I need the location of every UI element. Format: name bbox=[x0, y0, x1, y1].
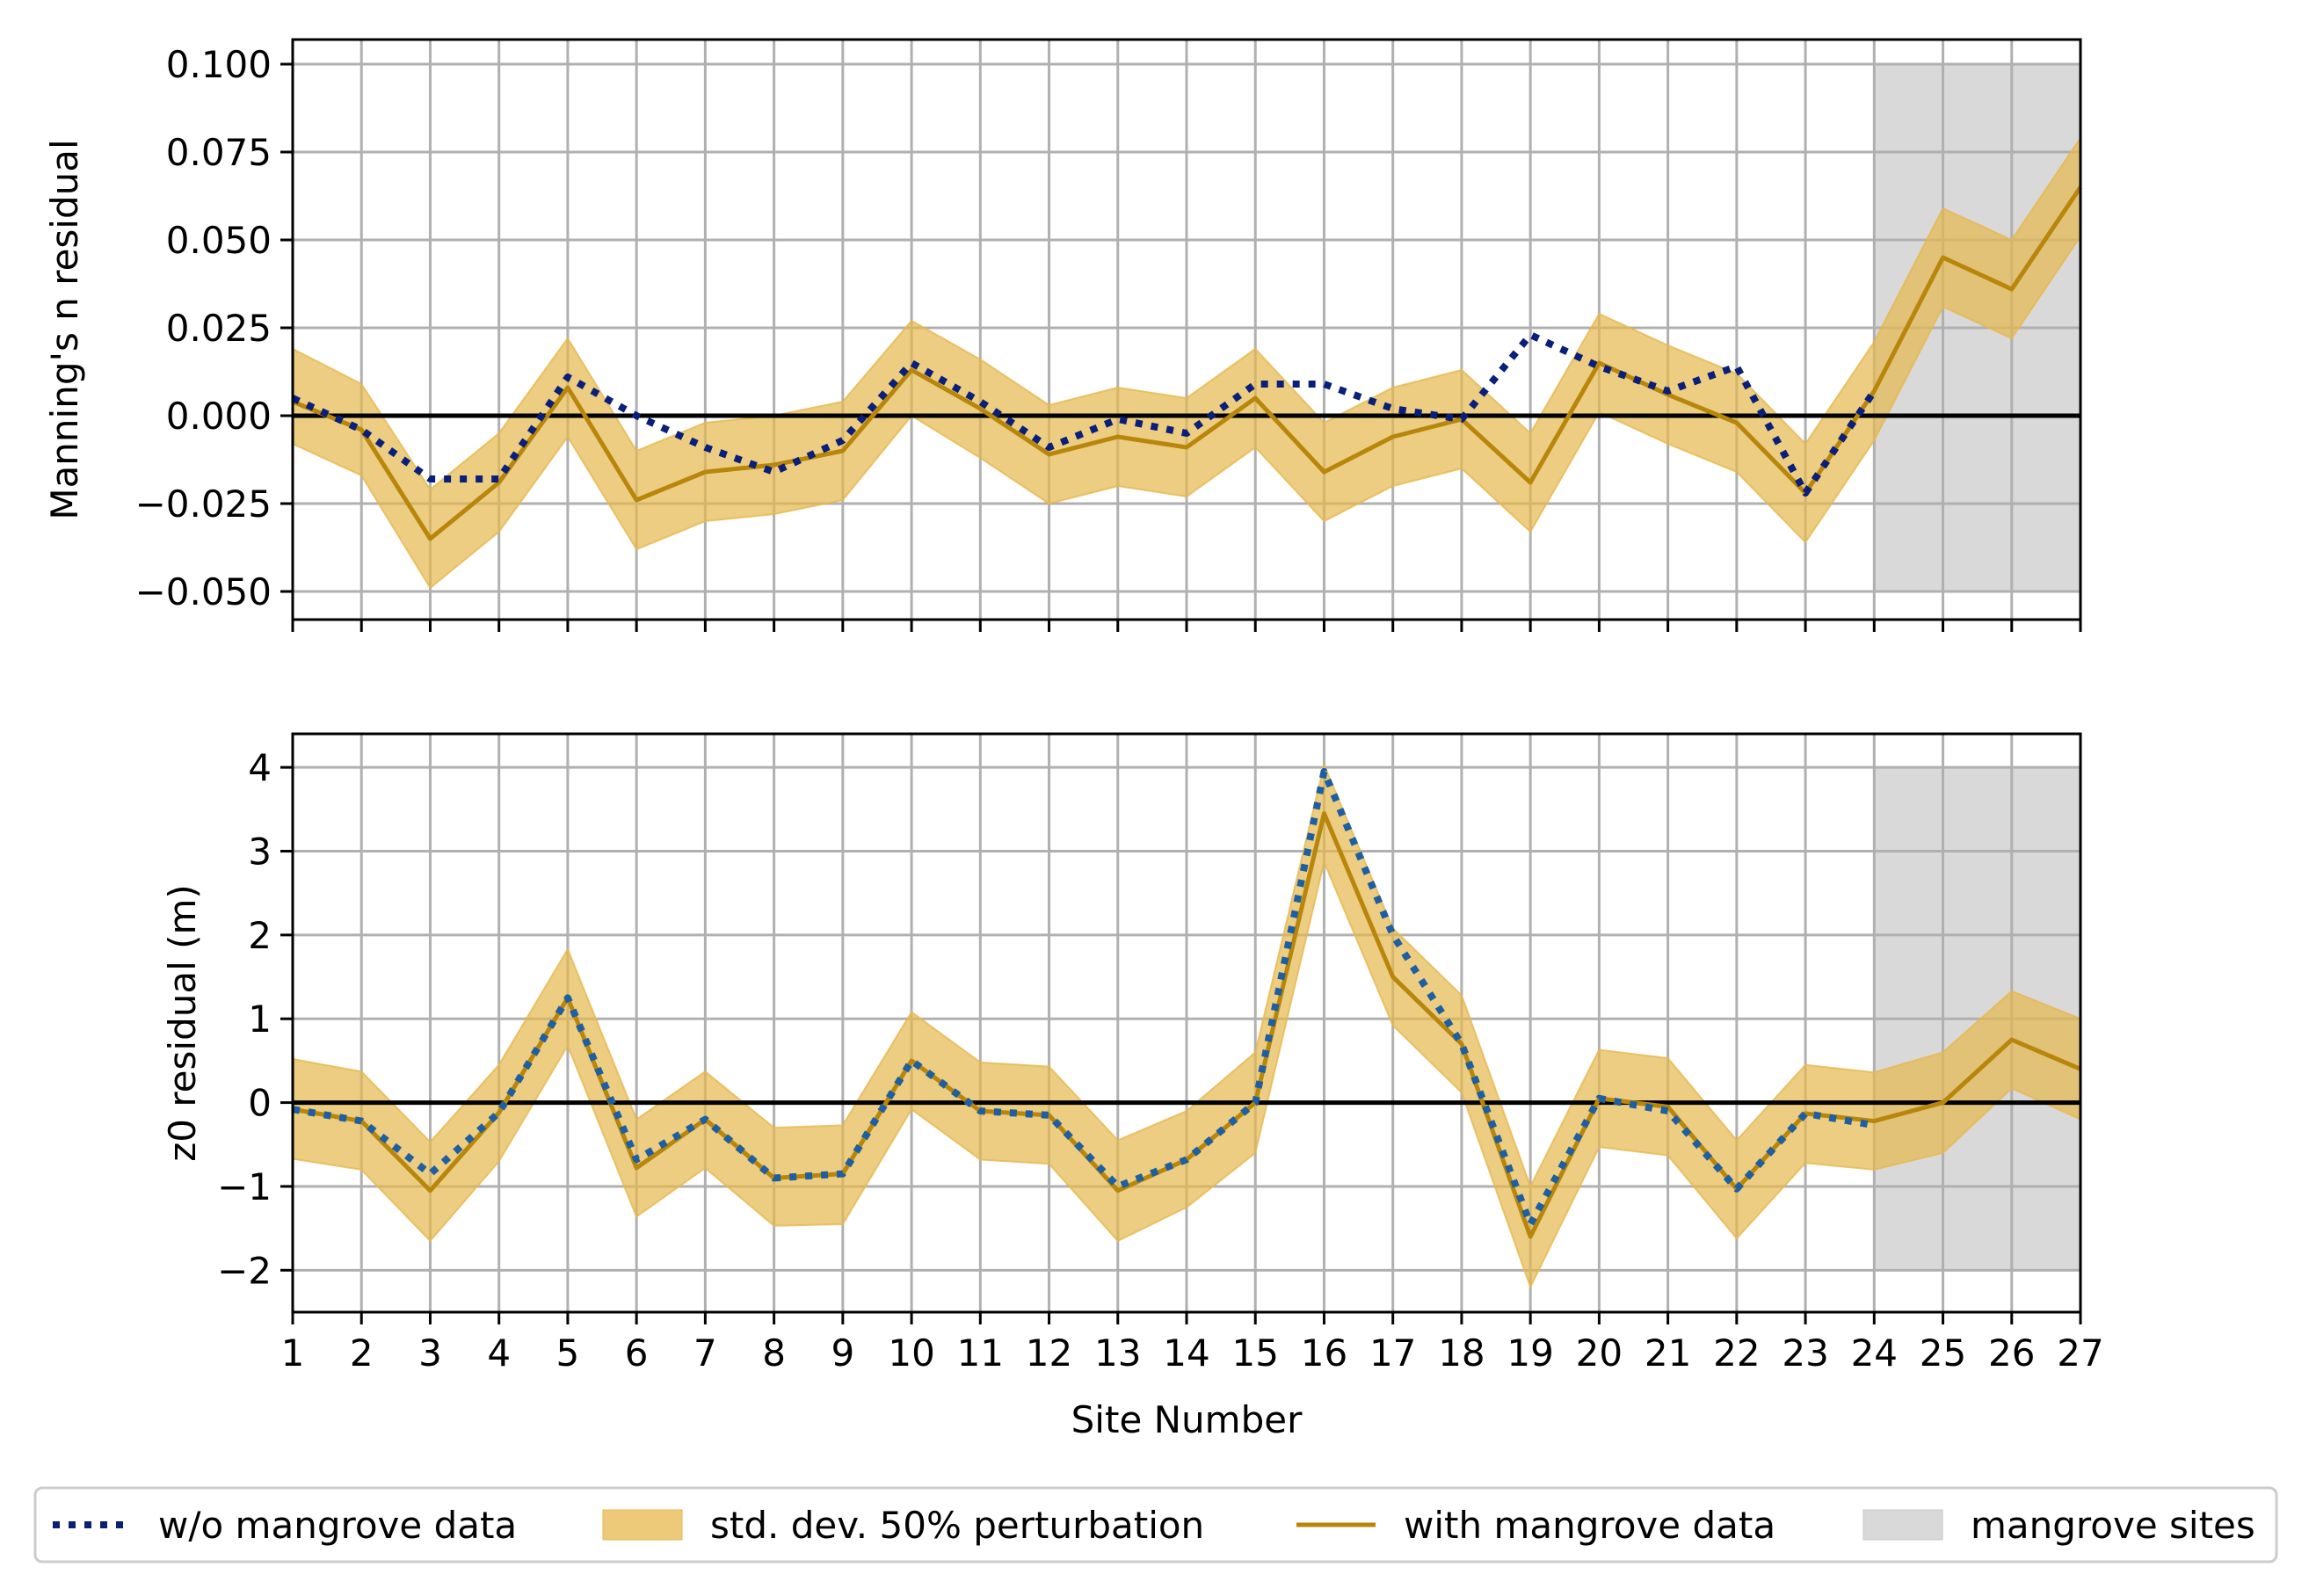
top-y-tick-label: 0.075 bbox=[166, 131, 272, 174]
bottom-x-tick-label: 20 bbox=[1576, 1331, 1623, 1375]
top-y-tick-label: 0.100 bbox=[166, 43, 272, 86]
top-panel-manning-n: −0.050 −0.025 0.000 0.025 0.050 0.075 0.100 bbox=[135, 38, 2083, 632]
bottom-x-tick-label: 2 bbox=[350, 1331, 374, 1375]
bottom-x-tick-label: 24 bbox=[1851, 1331, 1898, 1375]
bottom-x-tick-label: 16 bbox=[1301, 1331, 1347, 1375]
top-y-tick-label: 0.000 bbox=[166, 395, 272, 438]
bottom-x-tick-label: 18 bbox=[1438, 1331, 1485, 1375]
legend-symbol-std-dev bbox=[602, 1509, 683, 1541]
bottom-y-tick-label: 1 bbox=[248, 997, 272, 1041]
legend-frame bbox=[33, 1486, 2278, 1563]
top-y-axis-title: Manning's n residual bbox=[43, 139, 86, 519]
top-y-tick-label: −0.025 bbox=[135, 482, 272, 526]
bottom-x-tick-label: 15 bbox=[1232, 1331, 1279, 1375]
bottom-y-tick-label: 3 bbox=[248, 831, 272, 874]
bottom-x-tick-label: 9 bbox=[831, 1331, 854, 1375]
top-y-tick-label: −0.050 bbox=[135, 570, 272, 613]
bottom-y-tick-label: 2 bbox=[248, 914, 272, 957]
bottom-x-tick-label: 22 bbox=[1713, 1331, 1760, 1375]
bottom-x-tick-label: 17 bbox=[1369, 1331, 1416, 1375]
legend-label-mangrove-sites: mangrove sites bbox=[1971, 1504, 2255, 1547]
bottom-x-tick-label: 5 bbox=[556, 1331, 580, 1375]
top-y-tick-label: 0.025 bbox=[166, 307, 272, 350]
bottom-x-tick-label: 23 bbox=[1782, 1331, 1828, 1375]
legend-symbol-mangrove-sites bbox=[1862, 1509, 1943, 1541]
bottom-x-tick-label: 26 bbox=[1988, 1331, 2035, 1375]
bottom-x-tick-label: 19 bbox=[1507, 1331, 1553, 1375]
bottom-y-tick-label: 4 bbox=[248, 746, 272, 789]
bottom-x-tick-label: 11 bbox=[957, 1331, 1004, 1375]
bottom-x-tick-label: 8 bbox=[762, 1331, 786, 1375]
legend-label-without-mangrove: w/o mangrove data bbox=[158, 1504, 517, 1547]
bottom-x-tick-label: 3 bbox=[418, 1331, 442, 1375]
bottom-x-tick-label: 21 bbox=[1645, 1331, 1691, 1375]
bottom-x-tick-label: 13 bbox=[1094, 1331, 1141, 1375]
bottom-x-tick-label: 10 bbox=[888, 1331, 934, 1375]
bottom-x-tick-label: 25 bbox=[1920, 1331, 1966, 1375]
bottom-x-tick-label: 14 bbox=[1163, 1331, 1209, 1375]
bottom-x-tick-label: 6 bbox=[625, 1331, 649, 1375]
bottom-y-tick-label: −2 bbox=[217, 1249, 272, 1292]
bottom-y-tick-label: −1 bbox=[217, 1165, 272, 1208]
x-axis-title: Site Number bbox=[1071, 1398, 1303, 1441]
bottom-x-tick-label: 27 bbox=[2057, 1331, 2103, 1375]
top-with-mangrove-line bbox=[292, 185, 2083, 541]
bottom-x-tick-label: 7 bbox=[693, 1331, 717, 1375]
bottom-x-tick-label: 4 bbox=[487, 1331, 511, 1375]
bottom-x-tick-label: 1 bbox=[281, 1331, 305, 1375]
top-without-mangrove-line bbox=[291, 331, 1877, 497]
bottom-y-axis-title: z0 residual (m) bbox=[161, 884, 204, 1162]
legend: w/o mangrove data std. dev. 50% perturba… bbox=[33, 1486, 2278, 1563]
top-y-tick-label: 0.050 bbox=[166, 219, 272, 262]
bottom-x-tick-label: 12 bbox=[1026, 1331, 1072, 1375]
legend-label-with-mangrove: with mangrove data bbox=[1404, 1504, 1775, 1547]
legend-label-std-dev: std. dev. 50% perturbation bbox=[710, 1504, 1204, 1547]
bottom-y-tick-label: 0 bbox=[248, 1082, 272, 1125]
